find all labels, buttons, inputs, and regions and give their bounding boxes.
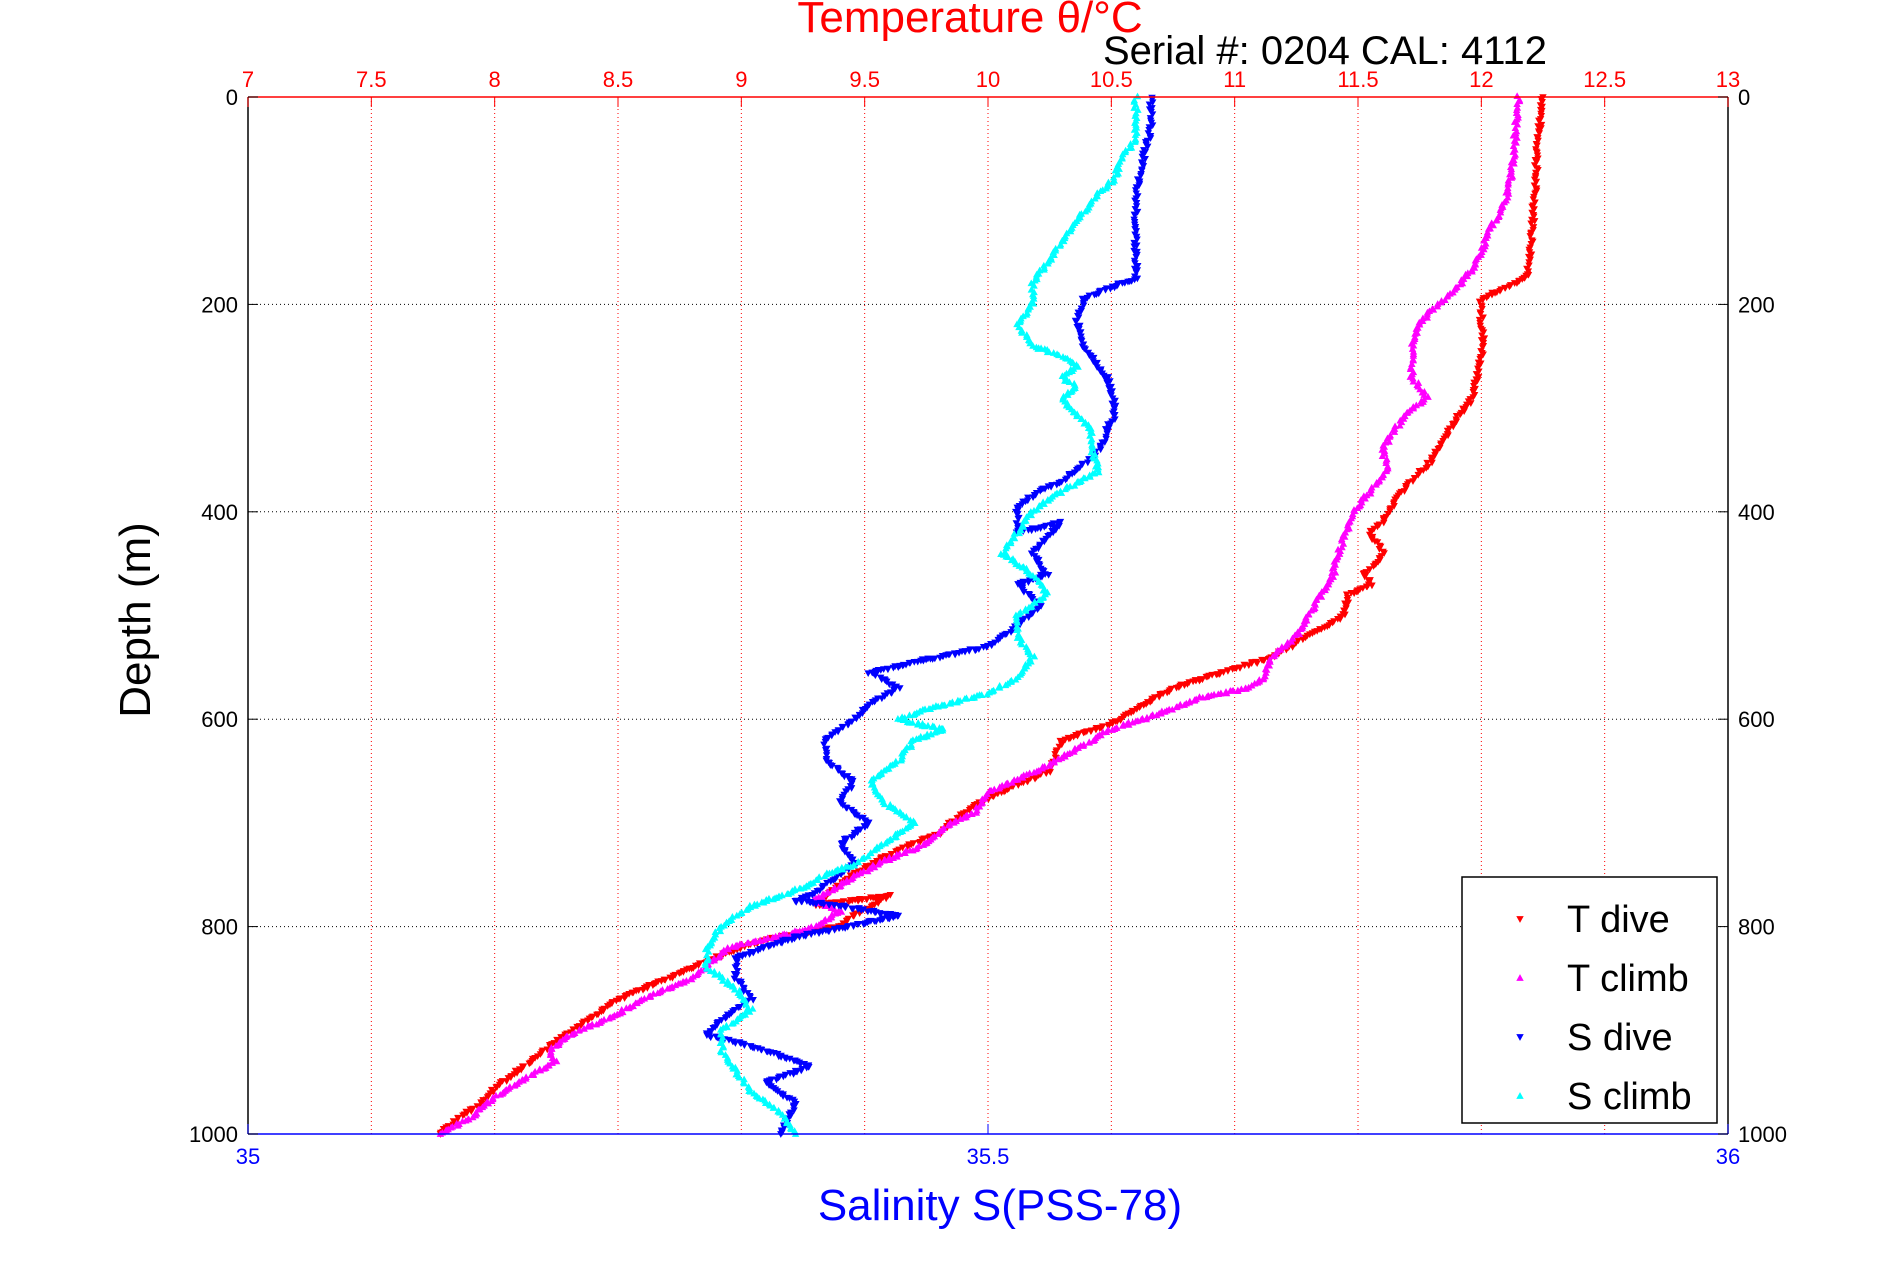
top-tick-label: 11 <box>1223 67 1246 92</box>
legend-label: S climb <box>1567 1076 1692 1118</box>
bottom-tick-label: 36 <box>1716 1144 1740 1169</box>
legend-label: T dive <box>1567 899 1670 941</box>
legend-marker <box>1516 974 1524 981</box>
axes-layer: 7 7.5 8 8.5 9 9.5 10 10.5 11 11.5 12 12.5 13 35 35.5 36… <box>189 67 1787 1169</box>
legend-marker <box>1516 916 1524 923</box>
series-s-climb <box>701 92 1142 1137</box>
legend-box: T dive T climb S dive S climb <box>1461 876 1718 1124</box>
top-tick-label: 9 <box>735 67 747 92</box>
chart-subtitle: Serial #: 0204 CAL: 4112 <box>1103 29 1547 73</box>
series-markers <box>436 94 1547 1138</box>
top-tick-label: 8 <box>489 67 501 92</box>
series-markers <box>701 92 1142 1137</box>
top-tick-label: 11.5 <box>1337 67 1378 92</box>
bottom-tick-label: 35.5 <box>967 1144 1010 1169</box>
bottom-tick-label: 35 <box>236 1144 260 1169</box>
right-tick-label: 200 <box>1738 292 1775 317</box>
top-tick-label: 10.5 <box>1090 67 1133 92</box>
left-tick-label: 600 <box>201 707 238 732</box>
series-markers <box>436 92 1524 1137</box>
top-tick-label: 12 <box>1469 67 1493 92</box>
series-s-dive <box>702 94 1157 1138</box>
legend-label: T climb <box>1567 958 1689 1000</box>
left-tick-label: 0 <box>226 85 238 110</box>
legend-marker <box>1516 1034 1524 1041</box>
legend-label: S dive <box>1567 1017 1673 1059</box>
left-tick-label: 200 <box>201 292 238 317</box>
x-axis-label: Salinity S(PSS-78) <box>818 1181 1182 1230</box>
top-tick-label: 10 <box>976 67 1000 92</box>
right-tick-label: 400 <box>1738 500 1775 525</box>
right-tick-label: 600 <box>1738 707 1775 732</box>
top-tick-label: 8.5 <box>603 67 634 92</box>
series-markers <box>702 94 1157 1138</box>
marks-layer <box>436 92 1547 1138</box>
left-tick-label: 800 <box>201 915 238 940</box>
right-tick-label: 0 <box>1738 85 1750 110</box>
series-t-dive <box>436 94 1547 1138</box>
top-tick-label: 13 <box>1716 67 1740 92</box>
top-tick-label: 9.5 <box>849 67 880 92</box>
legend-frame <box>1461 876 1718 1124</box>
legend-marker <box>1516 1092 1524 1099</box>
series-t-climb <box>436 92 1524 1137</box>
left-tick-label: 1000 <box>189 1122 238 1147</box>
right-tick-label: 1000 <box>1738 1122 1787 1147</box>
right-tick-label: 800 <box>1738 915 1775 940</box>
top-tick-label: 12.5 <box>1583 67 1626 92</box>
left-tick-label: 400 <box>201 500 238 525</box>
top-tick-label: 7 <box>242 67 254 92</box>
y-axis-label: Depth (m) <box>111 522 160 718</box>
chart-title: Temperature θ/°C <box>797 0 1142 42</box>
top-tick-label: 7.5 <box>356 67 387 92</box>
